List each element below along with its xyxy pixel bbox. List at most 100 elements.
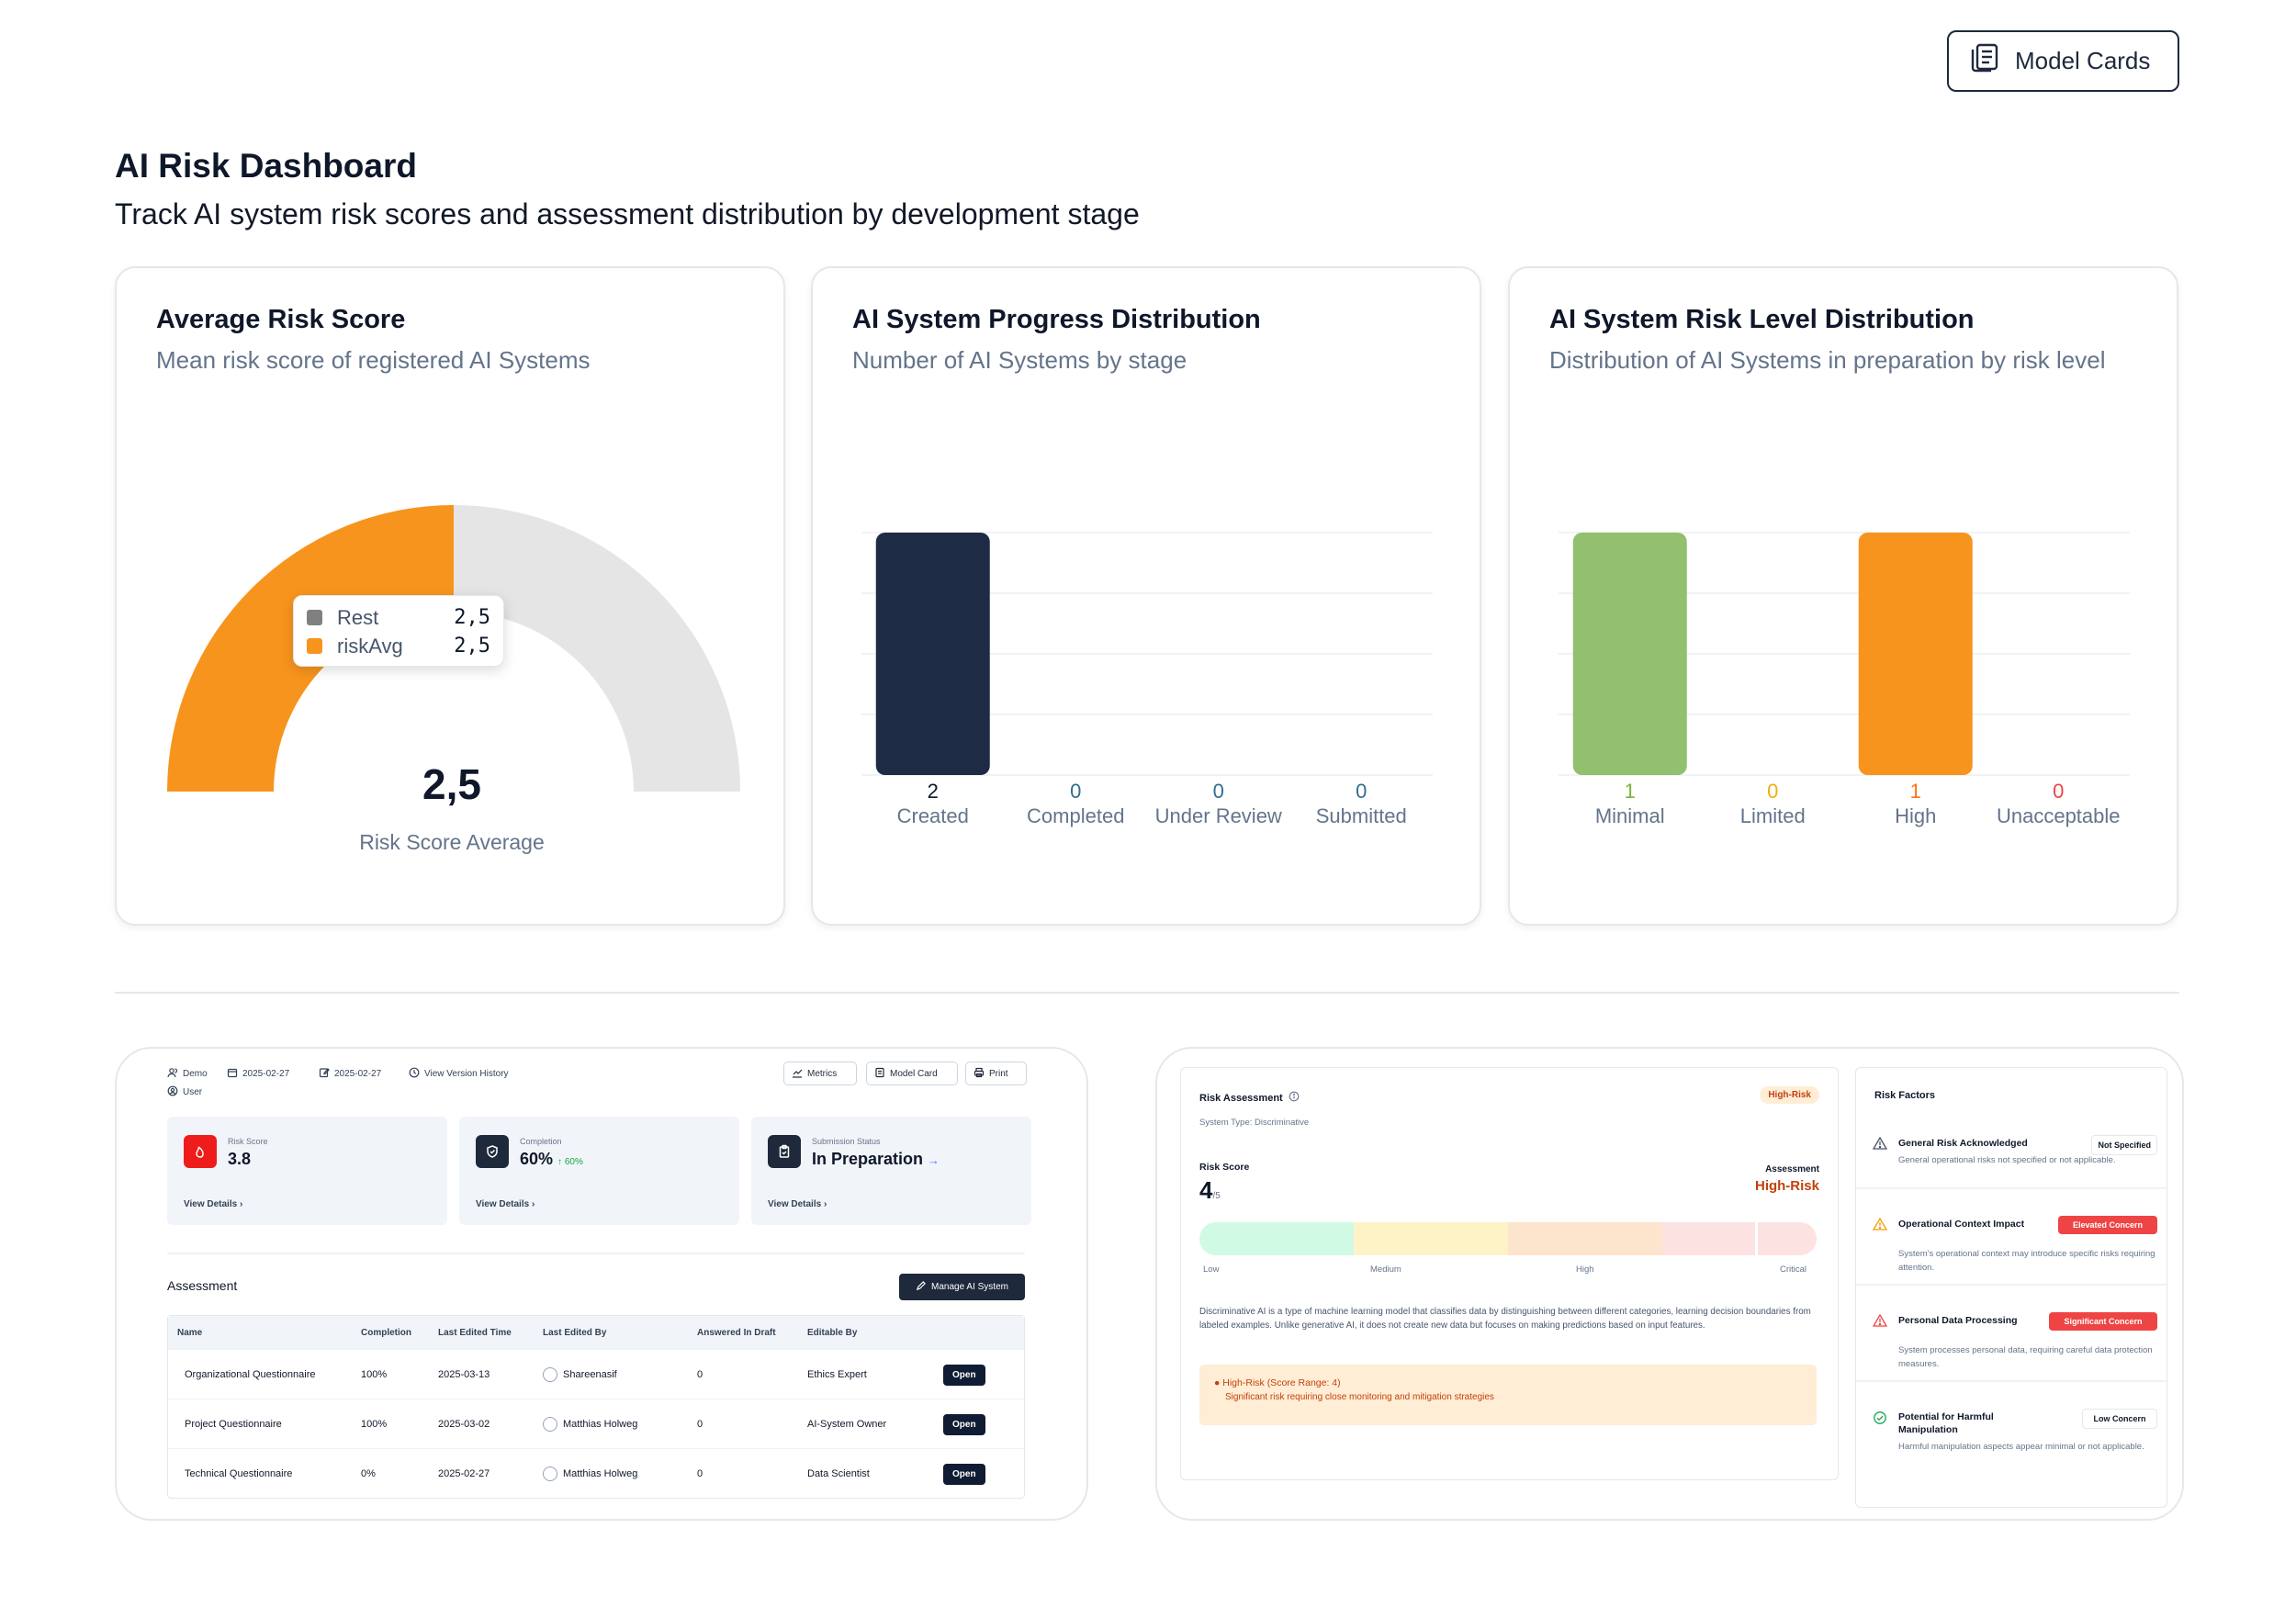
metrics-button[interactable]: Metrics (783, 1062, 857, 1085)
manage-ai-system-label: Manage AI System (931, 1282, 1008, 1292)
cell-completion: 100% (361, 1418, 388, 1430)
scale-label-high: High (1576, 1264, 1594, 1275)
cell-draft: 0 (697, 1368, 703, 1380)
bar-value-label: 2 (928, 780, 939, 803)
view-details-link[interactable]: View Details › (476, 1199, 535, 1209)
bar-value-label: 0 (2053, 780, 2064, 803)
open-button[interactable]: Open (943, 1413, 985, 1435)
cell-draft: 0 (697, 1467, 703, 1479)
table-row: Technical Questionnaire 0% 2025-02-27 Ma… (168, 1448, 1024, 1498)
tooltip-series-name: Rest (337, 605, 379, 629)
card-title: AI System Risk Level Distribution (1549, 305, 1975, 334)
factor-name: Operational Context Impact (1898, 1219, 2025, 1230)
table-header: Name Completion Last Edited Time Last Ed… (168, 1316, 1024, 1349)
scale-label-critical: Critical (1780, 1264, 1807, 1275)
meta-edited: 2025-02-27 (319, 1067, 381, 1081)
model-cards-button[interactable]: Model Cards (1947, 30, 2179, 92)
chevron-right-icon: › (531, 1199, 535, 1209)
system-type-description: Discriminative AI is a type of machine l… (1199, 1307, 1811, 1331)
open-button[interactable]: Open (943, 1463, 985, 1485)
flame-icon (184, 1135, 217, 1168)
card-subtitle: Number of AI Systems by stage (852, 346, 1187, 374)
tooltip-series-name: riskAvg (337, 634, 403, 657)
user-circle-icon (167, 1085, 178, 1099)
edit-icon (319, 1067, 330, 1081)
cell-draft: 0 (697, 1418, 703, 1430)
chevron-right-icon: › (239, 1199, 243, 1209)
column-header: Last Edited Time (438, 1327, 512, 1338)
alert-text: Significant risk requiring close monitor… (1225, 1392, 1494, 1402)
column-header: Answered In Draft (697, 1327, 776, 1338)
factor-badge: Low Concern (2082, 1409, 2157, 1429)
gauge-slice-rest (454, 505, 740, 792)
shield-icon (476, 1135, 509, 1168)
cell-completion: 0% (361, 1467, 376, 1479)
chart-tooltip: Rest 2,5 riskAvg 2,5 (293, 595, 504, 667)
print-label: Print (989, 1068, 1008, 1079)
bar-category-label: Minimal (1595, 804, 1665, 827)
cell-name: Technical Questionnaire (185, 1467, 293, 1479)
scale-label-medium: Medium (1370, 1264, 1401, 1275)
chevron-right-icon: › (823, 1199, 827, 1209)
risk-assessment-preview: Risk Assessment High-Risk System Type: D… (1155, 1047, 2184, 1521)
card-title: Average Risk Score (156, 305, 406, 334)
model-cards-label: Model Cards (2015, 47, 2151, 74)
clock-icon (409, 1067, 420, 1081)
risk-score-stat: Risk Score 3.8 View Details › (167, 1117, 447, 1225)
risk-scale-bar (1199, 1222, 1817, 1255)
stat-label: Submission Status (812, 1137, 881, 1146)
factor-description: Harmful manipulation aspects appear mini… (1898, 1442, 2144, 1452)
meta-created-label: 2025-02-27 (242, 1069, 290, 1079)
high-risk-badge: High-Risk (1760, 1086, 1819, 1104)
page-title: AI Risk Dashboard (115, 147, 417, 185)
cell-name: Organizational Questionnaire (185, 1368, 316, 1380)
risk-assessment-box: Risk Assessment High-Risk System Type: D… (1180, 1067, 1839, 1480)
model-card-button[interactable]: Model Card (866, 1062, 958, 1085)
bar-high[interactable] (1858, 533, 1973, 775)
bar-value-label: 0 (1767, 780, 1778, 803)
risk-assessment-heading: Risk Assessment (1199, 1090, 1300, 1107)
table-row: Organizational Questionnaire 100% 2025-0… (168, 1349, 1024, 1399)
warning-icon (1872, 1313, 1888, 1332)
assessment-label: Assessment (1765, 1164, 1819, 1174)
system-type: System Type: Discriminative (1199, 1118, 1310, 1128)
risk-level-distribution-card: AI System Risk Level Distribution Distri… (1508, 266, 2178, 926)
view-details-link[interactable]: View Details › (184, 1199, 243, 1209)
info-icon[interactable] (1289, 1090, 1300, 1107)
factor-badge: Significant Concern (2049, 1312, 2157, 1331)
table-row: Project Questionnaire 100% 2025-03-02 Ma… (168, 1399, 1024, 1448)
stat-value: 60% ↑ 60% (520, 1150, 583, 1168)
meta-role-label: User (183, 1087, 203, 1097)
alert-title: ● High-Risk (Score Range: 4) (1214, 1377, 1341, 1388)
bar-category-label: Limited (1740, 804, 1806, 827)
bar-category-label: Under Review (1155, 804, 1282, 827)
risk-score-value: 4/5 (1199, 1176, 1221, 1204)
cell-editor: Shareenasif (543, 1366, 697, 1382)
cell-editor: Matthias Holweg (543, 1466, 697, 1481)
view-version-history-link[interactable]: View Version History (409, 1067, 509, 1081)
meta-role: User (167, 1085, 202, 1099)
bar-value-label: 1 (1625, 780, 1636, 803)
open-button[interactable]: Open (943, 1364, 985, 1386)
print-button[interactable]: Print (965, 1062, 1027, 1085)
scale-label-low: Low (1203, 1264, 1220, 1275)
factor-divider (1856, 1284, 2168, 1286)
cell-completion: 100% (361, 1368, 388, 1380)
cell-time: 2025-03-13 (438, 1368, 490, 1380)
meta-edited-label: 2025-02-27 (334, 1069, 382, 1079)
avatar (543, 1416, 557, 1432)
bar-value-label: 0 (1356, 780, 1367, 803)
scale-segment-low (1199, 1222, 1354, 1255)
pencil-icon (916, 1280, 926, 1294)
bar-category-label: Unacceptable (1997, 804, 2121, 827)
meta-created: 2025-02-27 (227, 1067, 289, 1081)
assessment-value: High-Risk (1754, 1178, 1819, 1194)
bar-created[interactable] (875, 533, 990, 775)
bar-minimal[interactable] (1572, 533, 1687, 775)
card-subtitle: Distribution of AI Systems in preparatio… (1549, 346, 2106, 374)
view-details-link[interactable]: View Details › (768, 1199, 827, 1209)
manage-ai-system-button[interactable]: Manage AI System (899, 1274, 1025, 1300)
factor-description: General operational risks not specified … (1898, 1155, 2116, 1165)
